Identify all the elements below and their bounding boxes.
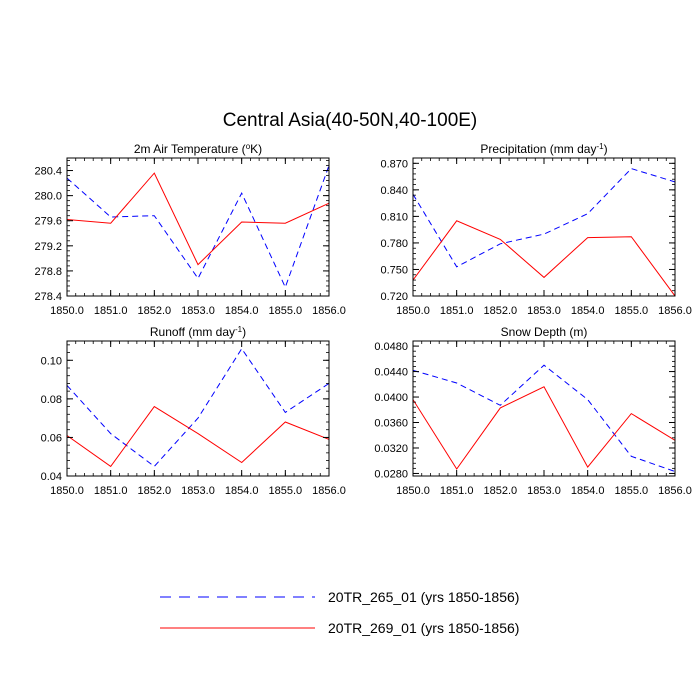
snow-depth-ytick-label: 0.0400 <box>374 392 408 404</box>
precipitation-title-part: ) <box>604 142 608 156</box>
snow-depth-xtick-label: 1855.0 <box>615 485 649 497</box>
snow-depth-ytick-label: 0.0320 <box>374 443 408 455</box>
runoff-ytick-label: 0.06 <box>41 432 62 444</box>
precipitation-xtick-label: 1856.0 <box>658 305 692 317</box>
precipitation-title-part: -1 <box>596 142 604 151</box>
snow-depth-ytick-label: 0.0280 <box>374 468 408 480</box>
precipitation-ytick-label: 0.810 <box>380 211 408 223</box>
precipitation-xtick-label: 1855.0 <box>615 305 649 317</box>
snow-depth-title: Snow Depth (m) <box>501 325 588 339</box>
snow-depth-xtick-label: 1852.0 <box>484 485 518 497</box>
precipitation-ytick-label: 0.750 <box>380 264 408 276</box>
snow-depth-series-20tr-269 <box>413 386 675 470</box>
snow-depth-xtick-label: 1851.0 <box>440 485 474 497</box>
legend-label-20tr-265: 20TR_265_01 (yrs 1850-1856) <box>328 589 519 605</box>
runoff-frame <box>66 340 330 477</box>
air-temperature-ytick-label: 278.4 <box>34 291 62 303</box>
snow-depth-xtick-label: 1850.0 <box>396 485 430 497</box>
runoff-title-part: ) <box>242 325 246 339</box>
snow-depth-ytick-label: 0.0480 <box>374 341 408 353</box>
precipitation-xtick-label: 1853.0 <box>527 305 561 317</box>
air-temperature-title-part: 2m Air Temperature ( <box>134 142 246 156</box>
snow-depth-ytick-label: 0.0440 <box>374 367 408 379</box>
runoff-xtick-label: 1851.0 <box>94 485 128 497</box>
runoff-title: Runoff (mm day-1) <box>150 325 246 340</box>
precipitation-xtick-label: 1852.0 <box>484 305 518 317</box>
runoff-ytick-label: 0.08 <box>41 394 62 406</box>
precipitation-title: Precipitation (mm day-1) <box>480 142 607 157</box>
panel-air-temperature: 2m Air Temperature (oK) 1850.0 1851.0 1852.… <box>34 142 345 318</box>
air-temperature-ytick-label: 279.6 <box>34 216 62 228</box>
precipitation-xtick-label: 1854.0 <box>571 305 605 317</box>
air-temperature-ytick-label: 280.4 <box>34 166 62 178</box>
precipitation-series-20tr-265 <box>413 168 675 268</box>
legend: 20TR_265_01 (yrs 1850-1856) 20TR_269_01 … <box>160 589 519 636</box>
air-temperature-ytick-label: 279.2 <box>34 241 62 253</box>
air-temperature-series-20tr-265 <box>67 165 329 289</box>
air-temperature-xtick-label: 1856.0 <box>312 305 346 317</box>
panel-runoff: Runoff (mm day-1) 1850.0 1851.0 1852.0 1853.… <box>41 325 346 498</box>
precipitation-ytick-label: 0.780 <box>380 238 408 250</box>
air-temperature-series-20tr-269 <box>67 172 329 266</box>
precipitation-ytick-label: 0.840 <box>380 185 408 197</box>
air-temperature-ytick-label: 278.8 <box>34 266 62 278</box>
precipitation-xtick-label: 1851.0 <box>440 305 474 317</box>
runoff-ytick-label: 0.04 <box>41 471 62 483</box>
runoff-series-20tr-269 <box>67 405 329 468</box>
panel-precipitation: Precipitation (mm day-1) 1850.0 1851.0 1852… <box>380 142 691 318</box>
air-temperature-ytick-label: 280.0 <box>34 191 62 203</box>
precipitation-title-part: Precipitation (mm day <box>480 142 596 156</box>
air-temperature-xtick-label: 1855.0 <box>269 305 303 317</box>
runoff-xtick-label: 1853.0 <box>181 485 215 497</box>
runoff-xtick-label: 1856.0 <box>312 485 346 497</box>
runoff-ytick-label: 0.10 <box>41 355 62 367</box>
air-temperature-xtick-label: 1850.0 <box>50 305 84 317</box>
air-temperature-xtick-label: 1851.0 <box>94 305 128 317</box>
runoff-xtick-label: 1855.0 <box>269 485 303 497</box>
runoff-xtick-label: 1850.0 <box>50 485 84 497</box>
runoff-series-20tr-265 <box>67 347 329 468</box>
snow-depth-ytick-label: 0.0360 <box>374 418 408 430</box>
air-temperature-xtick-label: 1854.0 <box>225 305 259 317</box>
air-temperature-xtick-label: 1853.0 <box>181 305 215 317</box>
runoff-title-part: -1 <box>235 325 243 334</box>
air-temperature-title: 2m Air Temperature (oK) <box>134 142 262 157</box>
precipitation-series-20tr-269 <box>413 220 675 296</box>
runoff-xtick-label: 1854.0 <box>225 485 259 497</box>
snow-depth-frame <box>412 340 676 477</box>
snow-depth-xtick-label: 1856.0 <box>658 485 692 497</box>
runoff-title-part: Runoff (mm day <box>150 325 235 339</box>
snow-depth-title-part: Snow Depth (m) <box>501 325 588 339</box>
panel-snow-depth: Snow Depth (m) 1850.0 1851.0 1852.0 1853.0 18… <box>374 325 691 497</box>
precipitation-ytick-label: 0.720 <box>380 291 408 303</box>
precipitation-ytick-label: 0.870 <box>380 158 408 170</box>
air-temperature-title-part: K) <box>250 142 262 156</box>
precipitation-xtick-label: 1850.0 <box>396 305 430 317</box>
runoff-xtick-label: 1852.0 <box>138 485 172 497</box>
snow-depth-xtick-label: 1853.0 <box>527 485 561 497</box>
snow-depth-xtick-label: 1854.0 <box>571 485 605 497</box>
figure-title: Central Asia(40-50N,40-100E) <box>223 110 478 131</box>
snow-depth-series-20tr-265 <box>413 364 675 472</box>
air-temperature-xtick-label: 1852.0 <box>138 305 172 317</box>
legend-label-20tr-269: 20TR_269_01 (yrs 1850-1856) <box>328 620 519 636</box>
air-temperature-title-part: o <box>246 142 251 151</box>
